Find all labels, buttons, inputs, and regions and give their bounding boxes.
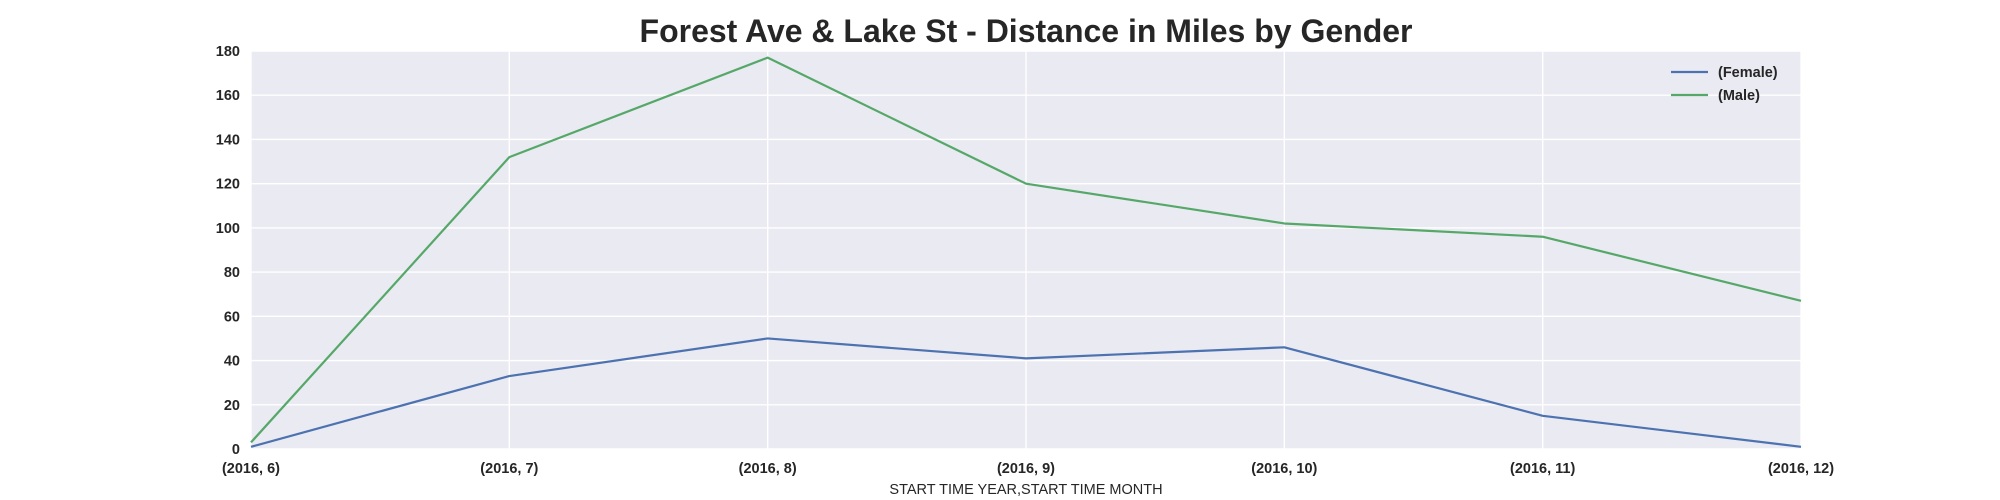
x-tick-label: (2016, 6) — [222, 461, 280, 477]
y-tick-label: 160 — [216, 88, 240, 104]
y-tick-label: 60 — [224, 309, 240, 325]
y-tick-label: 80 — [224, 265, 240, 281]
y-axis-ticks: 0 20 40 60 80 100 120 140 160 180 — [216, 44, 240, 458]
series-lines — [250, 56, 1802, 448]
y-tick-label: 100 — [216, 221, 240, 237]
series-line-male — [250, 56, 1802, 444]
x-tick-label: (2016, 8) — [739, 461, 797, 477]
legend: (Female) (Male) — [1671, 65, 1778, 104]
x-axis-ticks: (2016, 6) (2016, 7) (2016, 8) (2016, 9) (201… — [222, 461, 1834, 477]
x-tick-label: (2016, 12) — [1768, 461, 1834, 477]
y-tick-label: 0 — [232, 442, 240, 458]
chart-title: Forest Ave & Lake St - Distance in Miles… — [640, 13, 1413, 49]
series-line-female — [250, 337, 1802, 448]
x-tick-label: (2016, 7) — [480, 461, 538, 477]
grid-lines — [250, 50, 1802, 450]
x-tick-label: (2016, 11) — [1510, 461, 1575, 477]
legend-label-male: (Male) — [1718, 88, 1760, 104]
y-tick-label: 40 — [224, 354, 240, 370]
y-tick-label: 140 — [216, 132, 240, 148]
y-tick-label: 120 — [216, 177, 240, 193]
x-tick-label: (2016, 10) — [1251, 461, 1317, 477]
x-tick-label: (2016, 9) — [997, 461, 1055, 477]
y-tick-label: 20 — [224, 398, 240, 414]
legend-label-female: (Female) — [1718, 65, 1778, 81]
x-axis-label: START TIME YEAR,START TIME MONTH — [889, 482, 1162, 498]
y-tick-label: 180 — [216, 44, 240, 60]
